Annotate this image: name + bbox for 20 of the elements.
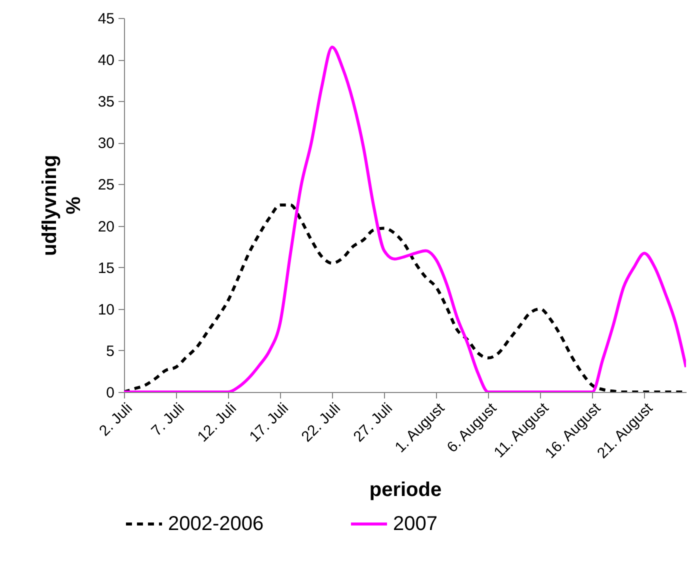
legend-label: 2007 <box>393 513 438 535</box>
x-tick-label: 2. Juli <box>96 400 136 440</box>
legend-label: 2002-2006 <box>168 513 264 535</box>
y-tick-label: 45 <box>98 10 114 28</box>
y-axis-title: udflyvning % <box>38 154 85 256</box>
y-tick-label: 5 <box>106 342 114 360</box>
y-tick-label: 20 <box>98 218 114 236</box>
y-tick-label: 0 <box>106 384 114 402</box>
x-tick-label: 7. Juli <box>148 400 188 440</box>
x-tick-label: 22. Juli <box>298 400 344 446</box>
y-tick-label: 30 <box>98 135 114 152</box>
y-tick-label: 10 <box>98 301 114 318</box>
x-tick-label: 12. Juli <box>194 400 240 446</box>
x-axis-title: periode <box>369 478 442 501</box>
y-tick-label: 35 <box>98 94 114 111</box>
y-tick-label: 15 <box>98 260 114 277</box>
y-tick-label: 40 <box>98 52 114 70</box>
y-tick-label: 25 <box>98 176 114 194</box>
x-tick-label: 17. Juli <box>246 400 292 446</box>
x-tick-label: 27. Juli <box>350 400 396 446</box>
